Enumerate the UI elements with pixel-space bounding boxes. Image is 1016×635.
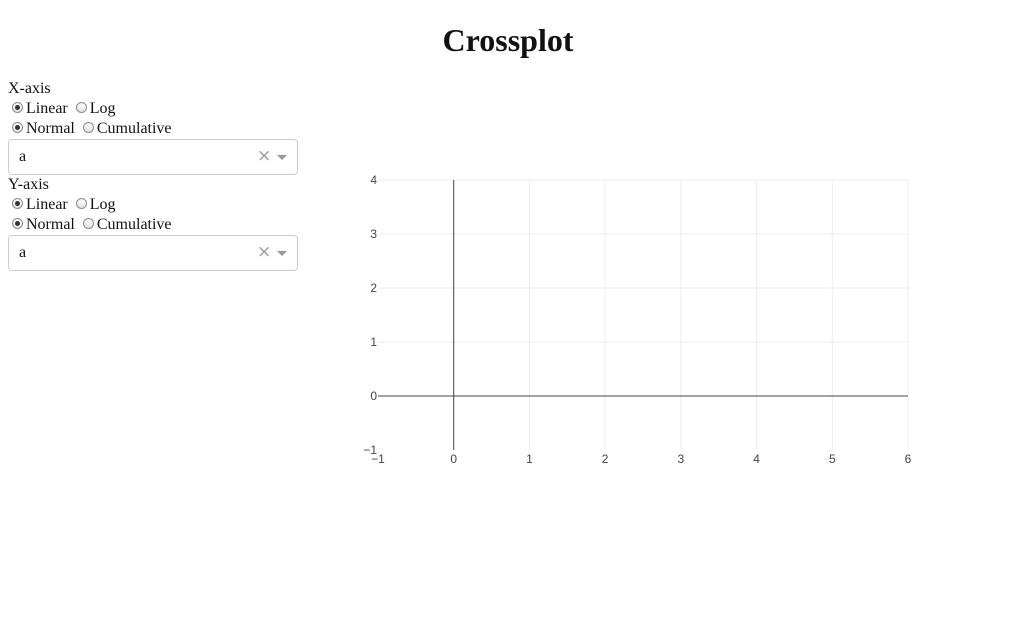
x-axis-normal-option[interactable]: Normal (8, 119, 75, 139)
y-axis-column-dropdown[interactable]: a × (8, 235, 298, 271)
clear-icon[interactable]: × (257, 146, 272, 166)
axis-controls: X-axis Linear Log Normal Cumulative a × … (8, 79, 298, 271)
x-axis-label: X-axis (8, 80, 51, 97)
clear-icon[interactable]: × (257, 242, 272, 262)
x-axis-log-label: Log (89, 100, 116, 117)
y-tick-label: 4 (370, 173, 377, 187)
x-axis-log-option[interactable]: Log (72, 99, 116, 119)
y-axis-dropdown-value: a (19, 244, 27, 261)
x-axis-cumulative-label: Cumulative (96, 120, 172, 137)
chevron-down-icon[interactable] (277, 155, 287, 160)
y-axis-normal-label: Normal (26, 216, 75, 233)
x-axis-scale-radio-group: Linear Log (8, 99, 298, 119)
x-tick-label: 0 (450, 452, 457, 466)
y-axis-cumulative-option[interactable]: Cumulative (79, 215, 172, 235)
x-axis-cumulative-option[interactable]: Cumulative (79, 119, 172, 139)
crossplot-chart[interactable]: −1 0 1 2 3 4 5 6 −1 0 1 2 3 4 (340, 160, 940, 480)
y-axis-log-radio[interactable] (75, 197, 87, 209)
y-axis-log-option[interactable]: Log (72, 195, 116, 215)
y-tick-label: 3 (370, 227, 377, 241)
y-axis-normal-radio[interactable] (12, 217, 23, 229)
y-axis-linear-label: Linear (26, 196, 68, 213)
y-axis-mode-radio-group: Normal Cumulative (8, 215, 298, 235)
y-axis-cumulative-label: Cumulative (96, 216, 172, 233)
y-axis-label: Y-axis (8, 176, 49, 193)
x-tick-label: 4 (753, 452, 760, 466)
x-tick-label: 1 (526, 452, 533, 466)
x-tick-label: 3 (678, 452, 685, 466)
y-axis-log-label: Log (89, 196, 116, 213)
y-axis-linear-option[interactable]: Linear (8, 195, 68, 215)
x-axis-log-radio[interactable] (75, 101, 87, 113)
y-axis-cumulative-radio[interactable] (82, 217, 94, 229)
y-axis-scale-radio-group: Linear Log (8, 195, 298, 215)
y-tick-label: 2 (370, 281, 377, 295)
x-axis-mode-radio-group: Normal Cumulative (8, 119, 298, 139)
x-axis-normal-radio[interactable] (12, 121, 23, 133)
x-axis-linear-radio[interactable] (12, 101, 23, 113)
x-axis-normal-label: Normal (26, 120, 75, 137)
x-tick-label: 2 (602, 452, 609, 466)
x-tick-label: 5 (829, 452, 836, 466)
x-axis-column-dropdown[interactable]: a × (8, 139, 298, 175)
chevron-down-icon[interactable] (277, 251, 287, 256)
page-title: Crossplot (442, 22, 574, 58)
x-axis-linear-option[interactable]: Linear (8, 99, 68, 119)
y-tick-label: 0 (370, 389, 377, 403)
x-tick-label: −1 (371, 452, 385, 466)
y-axis-linear-radio[interactable] (12, 197, 23, 209)
y-tick-label: −1 (363, 443, 377, 457)
y-tick-label: 1 (370, 335, 377, 349)
x-axis-cumulative-radio[interactable] (82, 121, 94, 133)
x-tick-label: 6 (905, 452, 912, 466)
x-axis-linear-label: Linear (26, 100, 68, 117)
x-axis-dropdown-value: a (19, 148, 27, 165)
y-axis-normal-option[interactable]: Normal (8, 215, 75, 235)
